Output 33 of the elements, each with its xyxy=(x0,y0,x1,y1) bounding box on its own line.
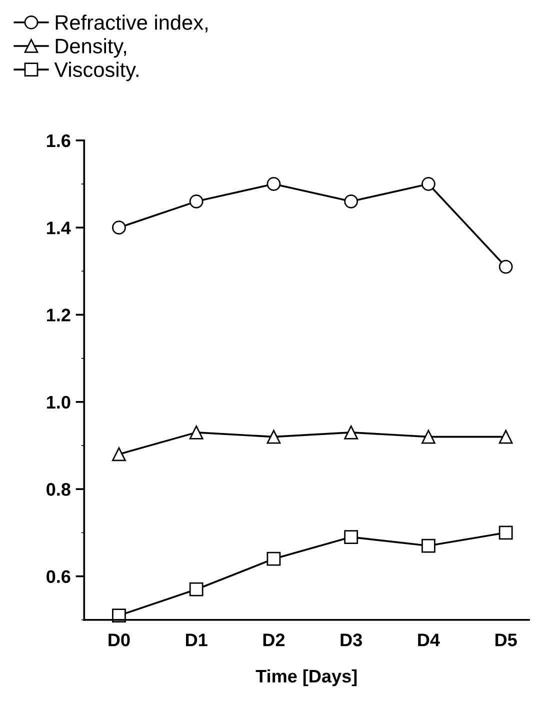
point xyxy=(266,552,281,566)
point xyxy=(189,582,204,596)
legend-label: Refractive index, xyxy=(56,14,208,32)
x-tick-label: D4 xyxy=(418,634,440,646)
point xyxy=(266,430,281,444)
x-tick-label: D1 xyxy=(186,634,208,646)
y-tick-label: 1.4 xyxy=(46,222,71,234)
point xyxy=(266,177,281,191)
y-tick-label: 1.0 xyxy=(46,396,70,409)
x-tick-label: D5 xyxy=(495,634,517,646)
y-tick-label: 1.6 xyxy=(46,134,70,148)
y-tick-label: 1.2 xyxy=(46,308,70,322)
point xyxy=(422,538,436,553)
x-tick-label: D2 xyxy=(263,634,285,646)
point xyxy=(344,194,358,208)
point xyxy=(498,430,513,444)
point xyxy=(189,425,204,440)
legend-label: Viscosity. xyxy=(54,62,138,82)
point xyxy=(422,430,436,444)
point xyxy=(112,447,126,462)
y-tick-label: 0.8 xyxy=(46,483,70,496)
y-tick-label: 0.6 xyxy=(46,570,70,583)
legend-label: Density, xyxy=(56,38,126,58)
point xyxy=(112,220,126,235)
x-tick-label: D3 xyxy=(340,634,362,646)
point xyxy=(189,194,204,208)
point xyxy=(344,425,358,440)
point xyxy=(498,260,513,274)
x-axis-title: Time [Days] xyxy=(256,669,357,686)
x-tick-label: D0 xyxy=(108,634,130,646)
point xyxy=(344,530,358,544)
point xyxy=(498,526,513,540)
point xyxy=(422,177,436,191)
